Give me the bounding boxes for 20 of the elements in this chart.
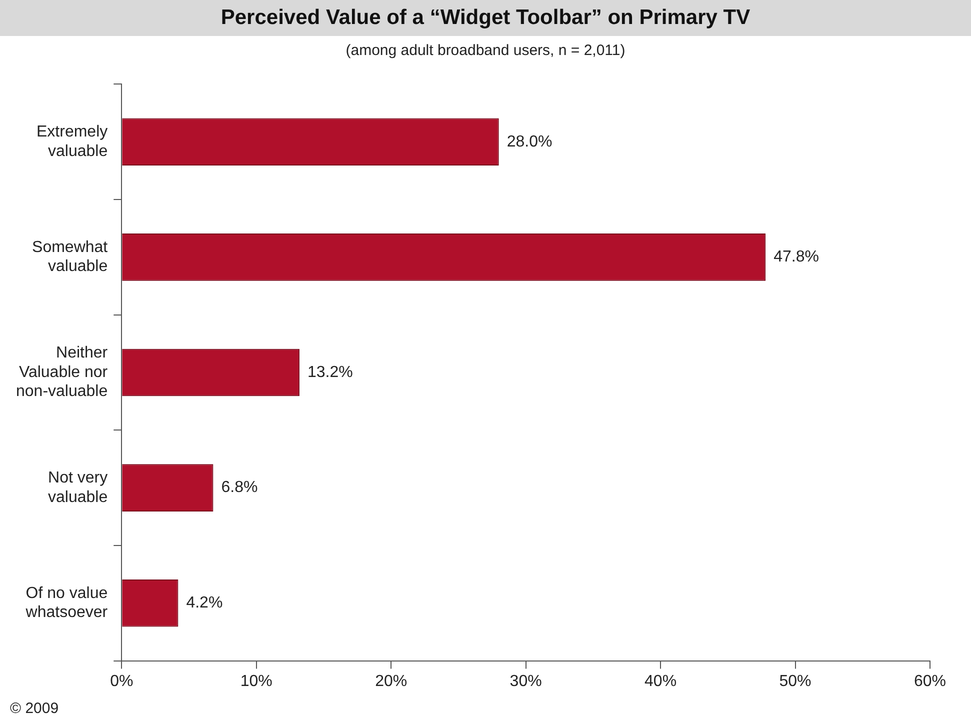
- y-tick-label: Extremely valuable: [36, 124, 108, 160]
- y-tick-label: Neither Valuable nor non-valuable: [16, 344, 108, 400]
- data-label: 13.2%: [307, 364, 353, 381]
- chart-title: Perceived Value of a “Widget Toolbar” on Primary TV: [0, 0, 971, 36]
- y-tick-label: Of no value whatsoever: [24, 584, 108, 622]
- x-tick-label: 40%: [644, 672, 677, 690]
- text: © 2009: [10, 700, 59, 717]
- data-label: 28.0%: [506, 133, 552, 150]
- y-tick-label: Somewhat valuable: [32, 238, 108, 276]
- data-label: 47.8%: [774, 248, 820, 266]
- data-label: 4.2%: [186, 594, 223, 612]
- y-tick-label: Not very valuable: [48, 470, 108, 506]
- data-label: 6.8%: [221, 479, 258, 496]
- x-tick-label: 60%: [914, 672, 946, 690]
- x-tick-label: 50%: [779, 672, 812, 690]
- x-tick-label: 30%: [510, 672, 542, 690]
- x-tick-label: 0%: [110, 672, 134, 690]
- chart-subtitle: (among adult broadband users, n = 2,011): [344, 42, 626, 59]
- x-tick-label: 10%: [240, 672, 272, 690]
- x-tick-label: 20%: [375, 672, 408, 690]
